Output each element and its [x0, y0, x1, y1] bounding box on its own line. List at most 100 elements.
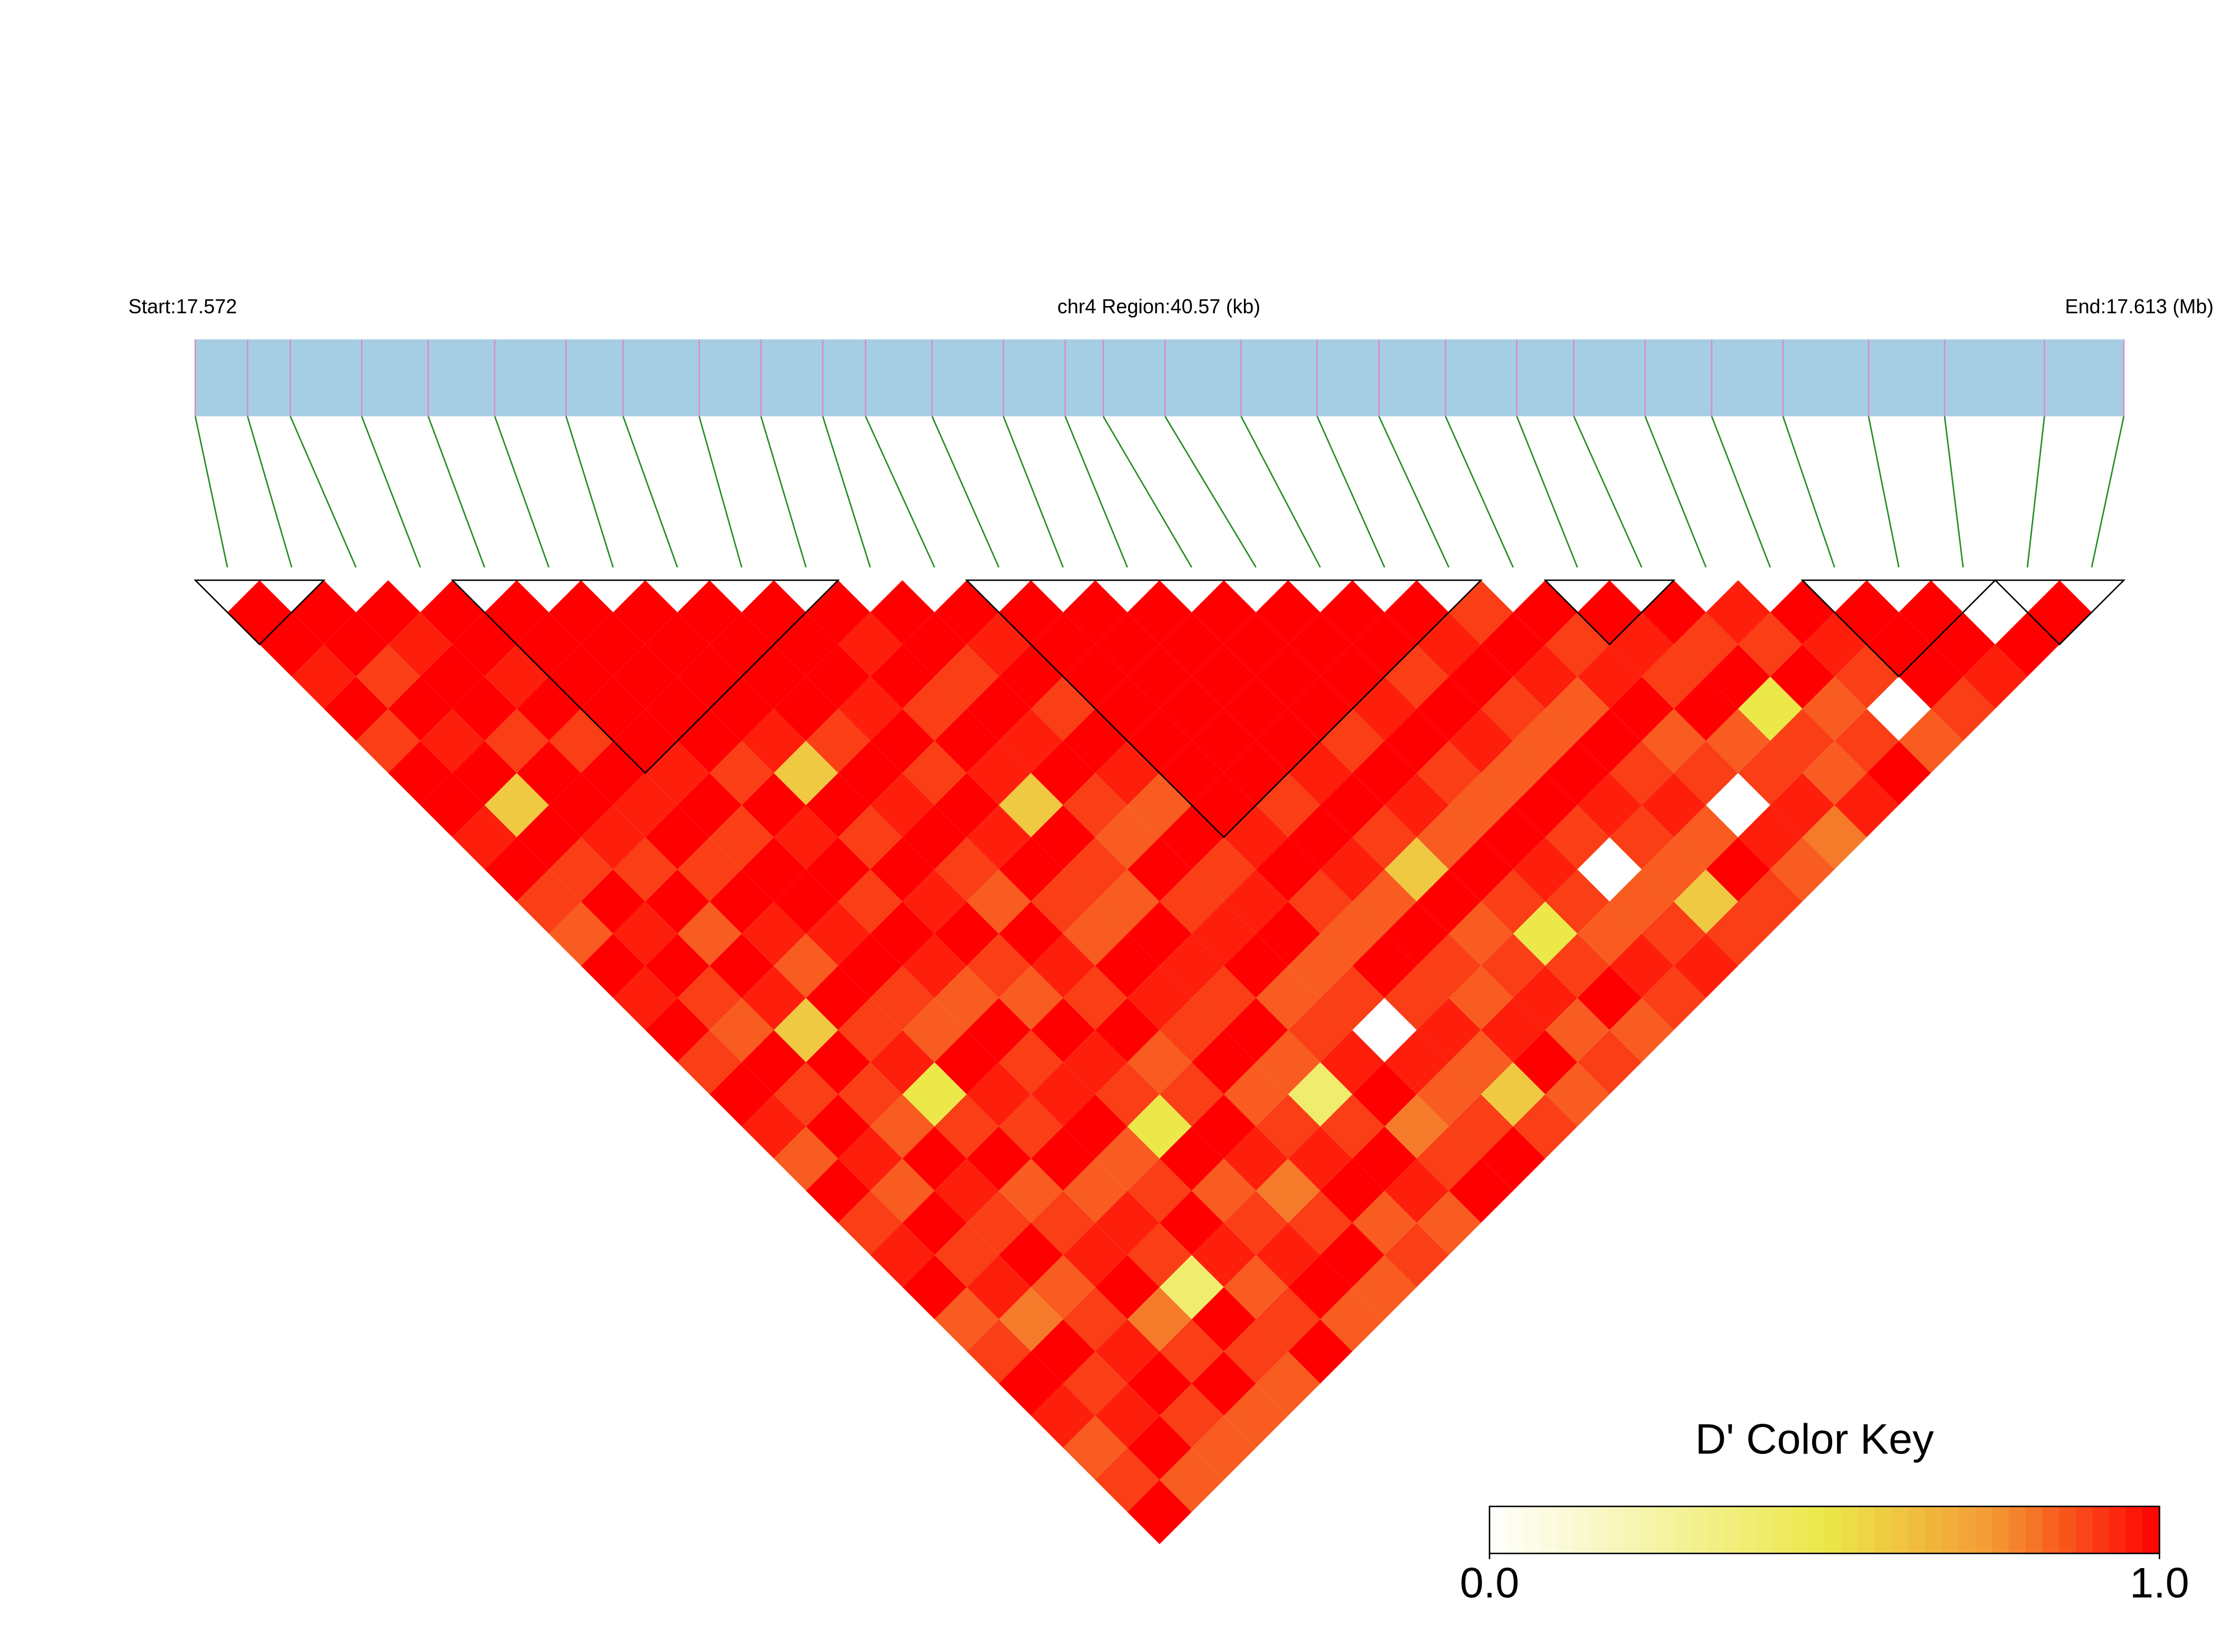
ld-cell — [1577, 580, 1642, 644]
ld-cell — [1384, 1094, 1449, 1159]
ld-cell — [1577, 901, 1642, 966]
ld-cell — [645, 869, 710, 934]
ld-cell — [935, 1030, 999, 1095]
ld-cell — [838, 612, 903, 677]
ld-cell — [1095, 805, 1160, 870]
ld-cell — [1866, 741, 1931, 806]
ld-cell — [548, 644, 613, 709]
ld-cell — [1256, 1287, 1321, 1352]
colorbar-swatch — [1791, 1506, 1809, 1554]
ld-cell — [227, 580, 292, 644]
ld-cell — [677, 644, 742, 709]
snp-connector — [1240, 416, 1321, 568]
colorbar-swatch — [1891, 1506, 1909, 1554]
ld-cell — [645, 997, 710, 1062]
ld-cell — [1191, 1030, 1256, 1095]
snp-connector — [1644, 416, 1707, 568]
ld-cell — [1384, 901, 1449, 966]
colorbar-swatch — [2092, 1506, 2110, 1554]
ld-cell — [1802, 805, 1867, 870]
snp-connector — [194, 416, 228, 568]
ld-cell — [1641, 644, 1706, 709]
ld-cell — [1866, 676, 1931, 741]
haplotype-block — [450, 579, 840, 774]
colorbar-swatch — [1506, 1506, 1524, 1554]
ld-cell — [1256, 580, 1321, 644]
ld-cell — [1224, 676, 1288, 741]
ld-cell — [966, 1126, 1031, 1191]
snp-connector — [1573, 416, 1642, 568]
ld-cell — [1320, 966, 1385, 1030]
snp-connector — [2026, 416, 2045, 568]
ld-cell — [613, 837, 678, 902]
ld-cell — [1191, 1415, 1256, 1480]
ld-cell — [1320, 1287, 1385, 1352]
ld-cell — [1095, 612, 1160, 677]
colorbar-swatch — [2025, 1506, 2043, 1554]
ld-cell — [998, 1287, 1063, 1352]
ld-cell — [709, 1062, 774, 1127]
ld-cell — [420, 580, 485, 644]
ld-cell — [1577, 837, 1642, 902]
colorbar-swatch — [1640, 1506, 1658, 1554]
ld-cell — [581, 869, 646, 934]
ld-cell — [1095, 1126, 1160, 1191]
end-label: End:17.613 (Mb) — [2065, 295, 2214, 318]
ld-cell — [1706, 901, 1771, 966]
colorbar-swatch — [1958, 1506, 1976, 1554]
ld-cell — [1384, 837, 1449, 902]
snp-connector — [1867, 416, 1900, 568]
colorbar-swatch — [1523, 1506, 1541, 1554]
ld-cell — [870, 1222, 935, 1287]
ld-cell — [838, 1126, 903, 1191]
ld-cell — [1320, 1030, 1385, 1095]
ld-cell — [966, 933, 1031, 998]
haplotype-block — [193, 579, 326, 646]
ld-cell — [1609, 997, 1674, 1062]
colorbar-swatch — [1657, 1506, 1675, 1554]
colorbar-swatch — [1908, 1506, 1926, 1554]
ld-cell — [1738, 805, 1802, 870]
ld-cell — [677, 580, 742, 644]
colorbar-swatch — [1824, 1506, 1842, 1554]
ld-cell — [677, 1030, 742, 1095]
ld-cell — [517, 869, 581, 934]
snp-connector — [428, 416, 486, 568]
ld-cell — [1095, 676, 1160, 741]
colorbar-swatch — [1924, 1506, 1943, 1554]
ld-cell — [1384, 1159, 1449, 1223]
ld-cell — [709, 741, 774, 806]
snp-connector — [1002, 416, 1064, 568]
ld-cell — [1159, 869, 1224, 934]
ld-cell — [2027, 580, 2092, 644]
snp-connector — [1943, 416, 1964, 568]
colorbar-swatch — [1975, 1506, 1993, 1554]
ld-cell — [870, 1030, 935, 1095]
colorbar-swatch — [1875, 1506, 1893, 1554]
ld-cell — [1191, 580, 1256, 644]
ld-cell — [838, 805, 903, 870]
ld-cell — [902, 869, 967, 934]
snp-connector — [565, 416, 614, 568]
colorbar-swatch — [2042, 1506, 2060, 1554]
ld-cell — [1256, 837, 1321, 902]
colorbar-tick-label: 0.0 — [1460, 1560, 1519, 1607]
colorbar-swatch — [1623, 1506, 1641, 1554]
ld-cell — [806, 708, 871, 773]
ld-cell — [1738, 612, 1802, 677]
ld-cell — [1641, 966, 1706, 1030]
snp-connector — [1316, 416, 1386, 568]
ld-cell — [1706, 644, 1771, 709]
ld-cell — [1031, 1062, 1096, 1127]
ld-cell — [998, 1159, 1063, 1223]
snp-connector — [247, 416, 293, 568]
position-track — [195, 339, 2124, 417]
snp-connector — [822, 416, 871, 568]
colorbar-swatch — [1707, 1506, 1725, 1554]
snp-connector — [698, 416, 743, 568]
ld-cell — [966, 869, 1031, 934]
snp-connector — [1064, 416, 1128, 568]
ld-cell — [1127, 837, 1192, 902]
ld-cell — [1738, 869, 1802, 934]
ld-cell — [452, 741, 517, 806]
